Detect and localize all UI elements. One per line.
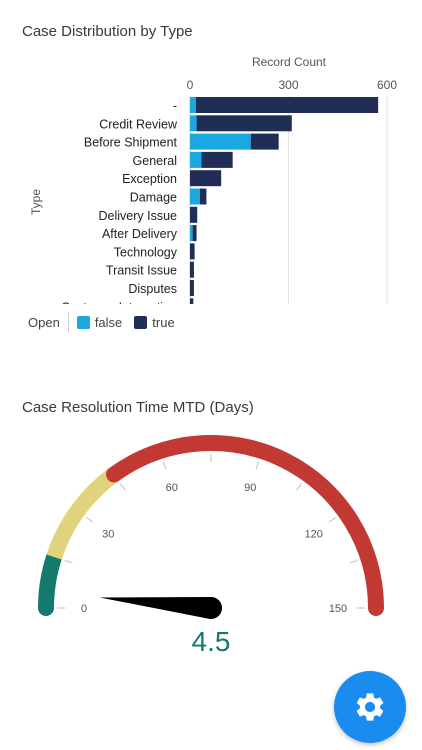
y-tick-label: Credit Review (99, 117, 178, 131)
bar-chart-legend: Open false true (28, 312, 187, 332)
bar-false (190, 97, 196, 113)
bar-true (190, 206, 198, 223)
legend-title: Open (28, 314, 60, 330)
settings-button[interactable] (334, 671, 406, 743)
y-tick-label: After Delivery (102, 227, 178, 241)
bar-true (250, 133, 279, 150)
x-tick-label: 600 (377, 78, 397, 92)
y-axis-title: Type (29, 189, 43, 215)
bar-false (190, 188, 200, 205)
gauge-needle (99, 597, 223, 620)
gauge-tick-label: 150 (329, 603, 347, 615)
y-tick-label: Delivery Issue (99, 209, 178, 223)
legend-swatch-false (76, 315, 90, 329)
bar-true (192, 225, 197, 242)
y-tick-label: Technology (114, 245, 178, 259)
bar-chart-title: Case Distribution by Type (22, 23, 193, 40)
gauge-value-label: 4.5 (192, 626, 231, 657)
legend-item-false[interactable]: false (76, 314, 123, 330)
legend-swatch-true (134, 315, 148, 329)
bar-true (201, 151, 233, 168)
gauge-band (46, 468, 119, 560)
y-tick-label: Transit Issue (106, 264, 177, 278)
bar-false (190, 115, 197, 132)
bar-false (190, 225, 193, 242)
y-tick-label: Exception (122, 172, 177, 186)
gauge-band (106, 435, 384, 616)
legend-divider (67, 312, 69, 332)
bar-true (190, 280, 194, 296)
x-axis-title: Record Count (252, 55, 327, 69)
gauge-tick-label: 30 (102, 528, 114, 540)
y-tick-label: Customer Interaction (61, 300, 177, 304)
bar-true (190, 243, 195, 260)
gauge-tick (85, 516, 94, 523)
gauge-tick (255, 461, 260, 470)
gauge-chart-title: Case Resolution Time MTD (Days) (22, 399, 254, 416)
y-tick-label: General (133, 154, 177, 168)
gauge-tick-label: 0 (81, 603, 87, 615)
legend-label-false: false (94, 314, 123, 330)
gauge-tick (119, 482, 126, 491)
bar-true (190, 170, 222, 187)
x-tick-label: 300 (278, 78, 298, 92)
legend-label-true: true (152, 314, 175, 330)
gauge-tick (296, 482, 303, 491)
gauge-tick (328, 516, 337, 523)
y-tick-label: Disputes (128, 282, 177, 296)
bar-true (190, 298, 194, 304)
gauge-tick-label: 60 (166, 482, 178, 494)
bar-false (190, 133, 251, 150)
gauge-band (38, 549, 63, 616)
bar-false (190, 151, 202, 168)
gauge-tick-label: 90 (244, 482, 256, 494)
gear-icon (356, 693, 384, 721)
gauge-tick (162, 461, 167, 470)
y-tick-label: - (173, 99, 177, 113)
bar-true (196, 115, 292, 132)
gauge-tick (349, 559, 358, 564)
gauge-tick (64, 559, 73, 564)
bar-chart: Record Count 0 300 600 Type - Credit Review Bef… (29, 55, 397, 304)
y-tick-label: Damage (130, 191, 177, 205)
legend-item-true[interactable]: true (134, 314, 175, 330)
bar-true (195, 97, 379, 113)
bar-true (199, 188, 207, 205)
y-tick-label: Before Shipment (84, 136, 178, 150)
gauge-chart: 0 30 60 90 120 150 4.5 (38, 435, 384, 657)
x-tick-label: 0 (187, 78, 194, 92)
gauge-tick-label: 120 (305, 528, 323, 540)
bar-true (190, 261, 194, 278)
